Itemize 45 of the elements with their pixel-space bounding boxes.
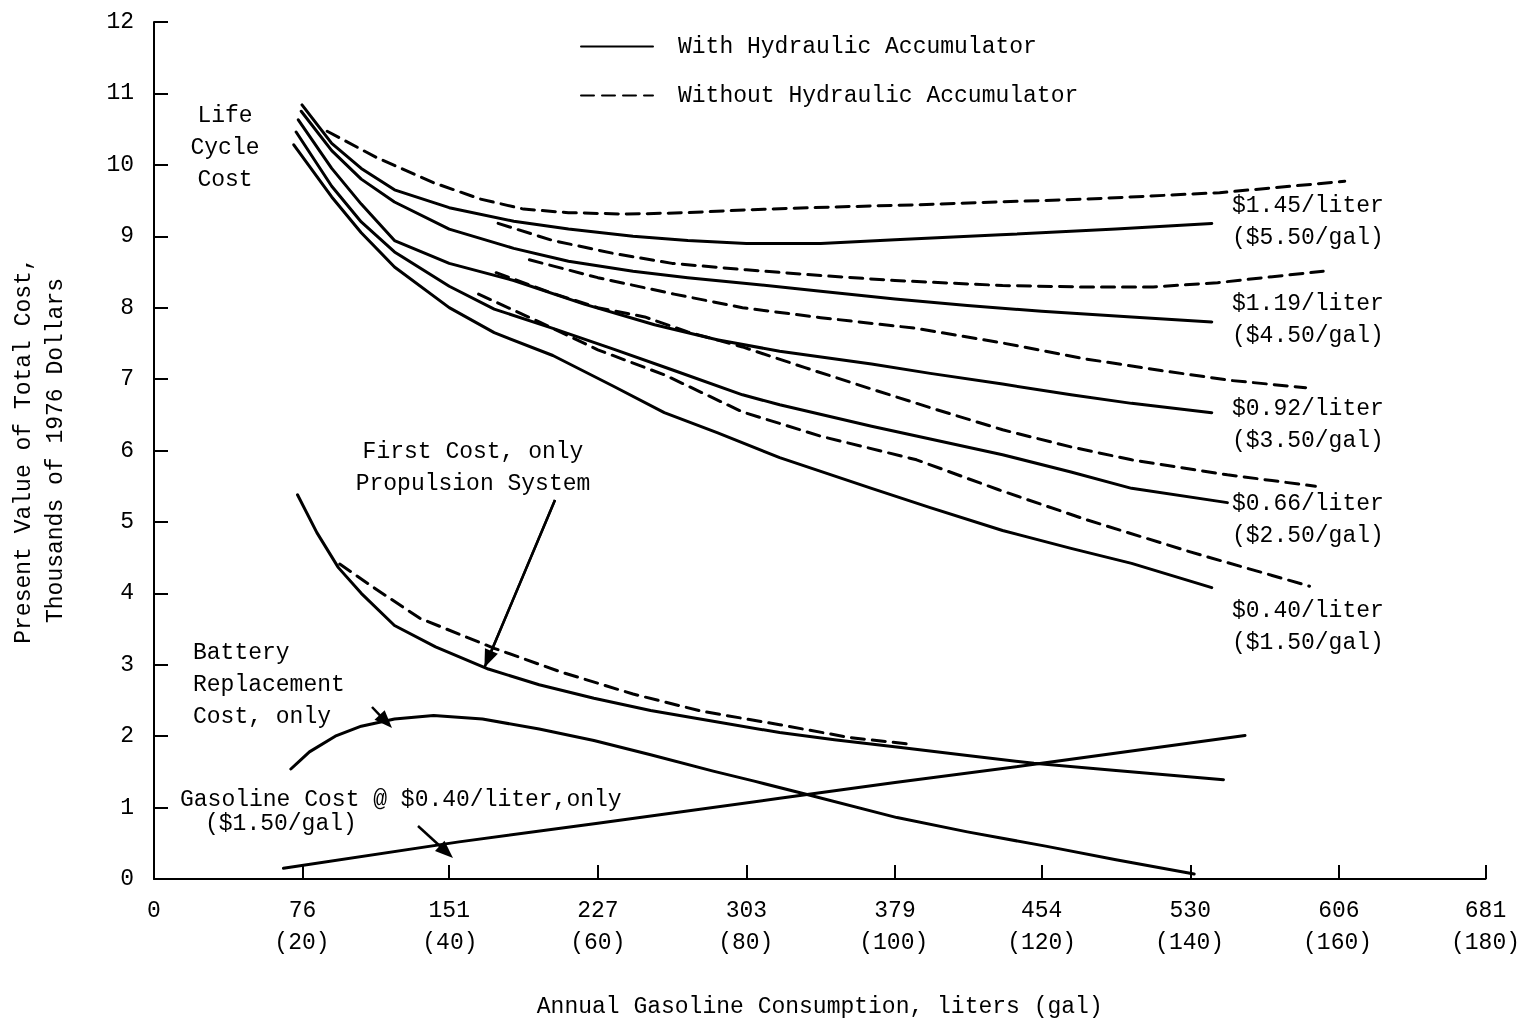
annotation: Gasoline Cost @ $0.40/liter,only ($1.50/gal) <box>180 787 622 837</box>
x2-tick-label: (180) <box>1450 930 1520 956</box>
x-tick-label: 303 <box>725 898 768 924</box>
y-axis-title: Present Value of Total Cost, Thousands of 1976 Dollars <box>11 257 69 644</box>
y-tick-label: 5 <box>120 508 134 535</box>
x2-tick-label: (80) <box>718 930 774 956</box>
legend-label: With Hydraulic Accumulator <box>678 33 1037 60</box>
x-tick-label: 454 <box>1020 898 1063 924</box>
y-tick-label: 6 <box>120 437 134 464</box>
y-tick-label: 0 <box>120 866 134 892</box>
y-tick-label: 11 <box>106 80 134 107</box>
x2-tick-label: (20) <box>274 930 330 956</box>
annotation: Battery Replacement Cost, only <box>193 640 345 730</box>
x-tick-label: 151 <box>428 898 470 924</box>
x-axis-title: Annual Gasoline Consumption, liters (gal) <box>536 994 1103 1020</box>
x2-tick-label: (160) <box>1303 930 1373 956</box>
annotation: $1.19/liter ($4.50/gal) <box>1232 291 1384 349</box>
y-tick-label: 7 <box>120 366 134 393</box>
x2-tick-label: (120) <box>1007 930 1077 956</box>
y-tick-label: 9 <box>120 223 134 250</box>
x2-tick-label: (40) <box>422 930 478 956</box>
y-tick-label: 1 <box>120 794 134 821</box>
y-tick-label: 4 <box>120 580 134 607</box>
x-tick-label: 681 <box>1464 898 1507 924</box>
x2-tick-label: (100) <box>859 930 929 956</box>
x2-tick-label: (60) <box>570 930 626 956</box>
annotation: Life Cycle Cost <box>190 103 260 193</box>
x-tick-label: 76 <box>288 898 317 924</box>
x-tick-label: 606 <box>1318 898 1360 924</box>
annotation: First Cost, only Propulsion System <box>355 439 591 497</box>
x2-tick-label: (140) <box>1155 930 1225 956</box>
y-tick-label: 10 <box>106 151 134 178</box>
annotation: $1.45/liter ($5.50/gal) <box>1232 193 1384 251</box>
y-tick-label: 12 <box>106 9 134 35</box>
annotation: $0.66/liter ($2.50/gal) <box>1232 491 1384 549</box>
y-tick-label: 8 <box>120 294 134 321</box>
annotation: $0.92/liter ($3.50/gal) <box>1232 396 1384 454</box>
y-tick-label: 2 <box>120 723 134 750</box>
x-tick-label: 0 <box>147 898 161 924</box>
legend-label: Without Hydraulic Accumulator <box>678 82 1079 109</box>
x-tick-label: 379 <box>874 898 916 924</box>
x-tick-label: 227 <box>577 898 619 924</box>
y-tick-label: 3 <box>120 651 134 678</box>
annotation: $0.40/liter ($1.50/gal) <box>1232 598 1384 656</box>
x-tick-label: 530 <box>1169 898 1211 924</box>
